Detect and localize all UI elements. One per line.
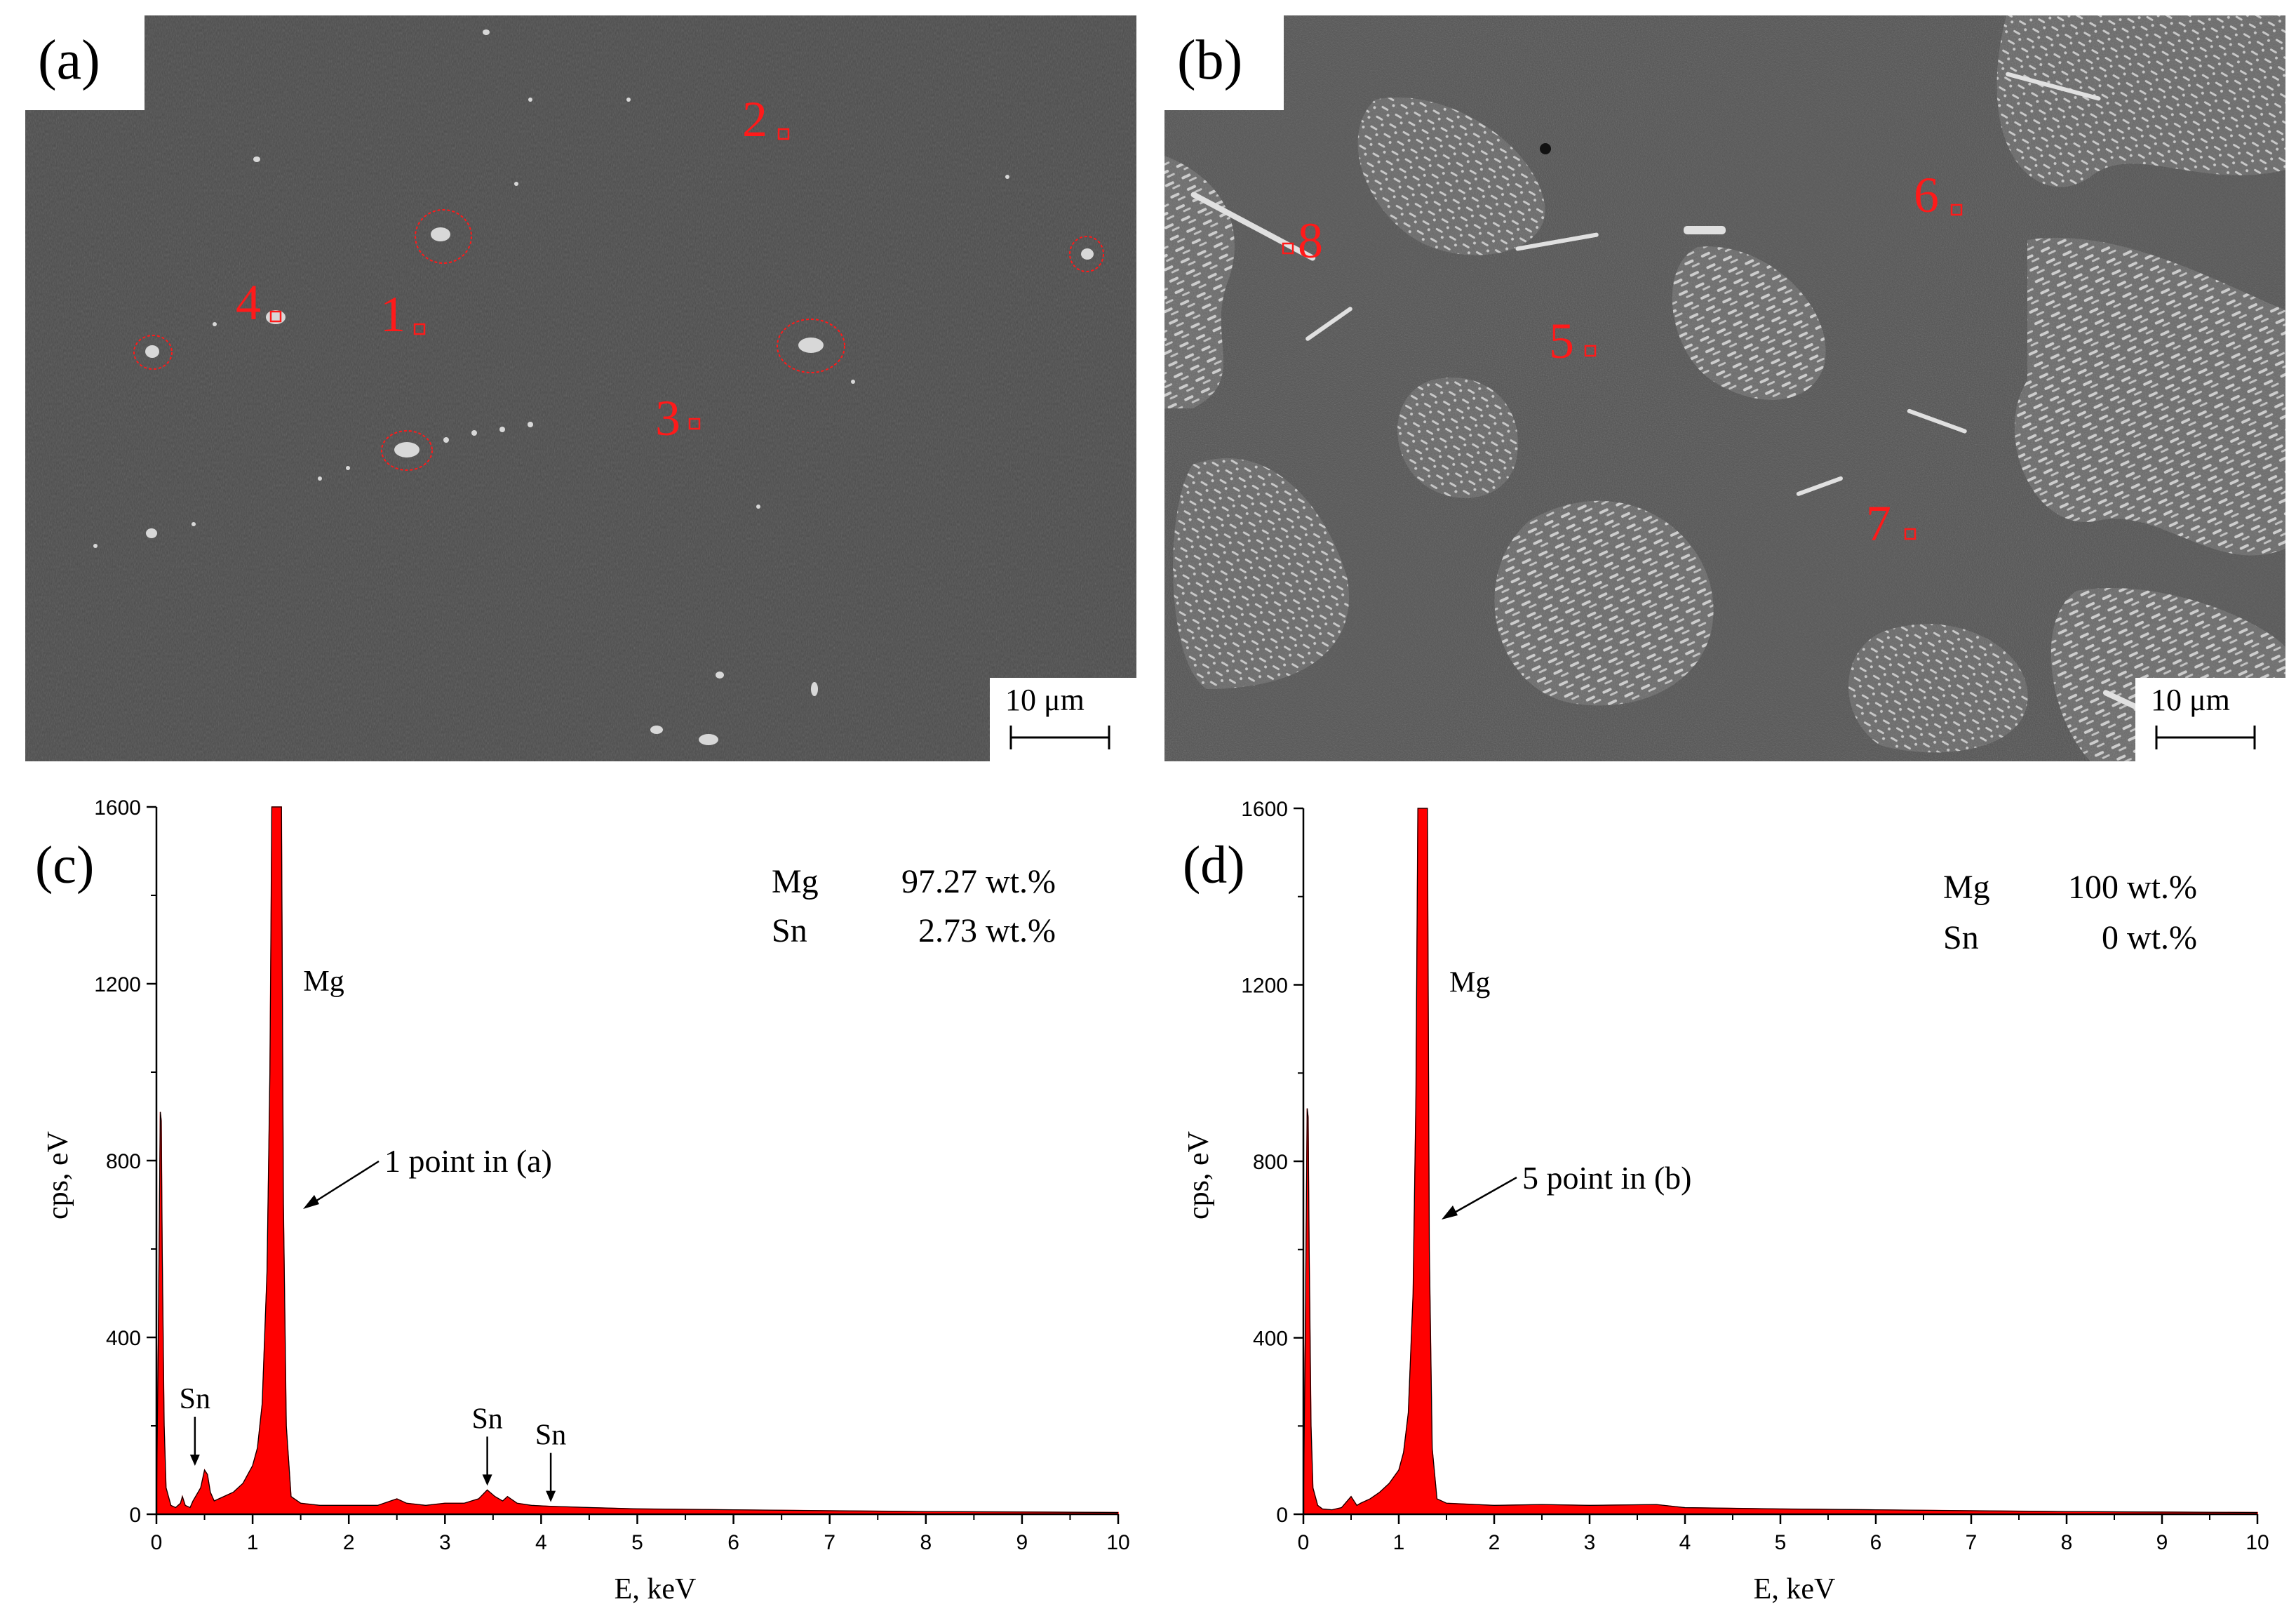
y-tick-label-c-400: 400 xyxy=(106,1327,141,1350)
x-tick-label-d-7: 7 xyxy=(1966,1531,1978,1554)
annotation-d: 5 point in (b) xyxy=(1522,1160,1691,1196)
x-tick-label-c-2: 2 xyxy=(343,1531,355,1554)
sem-texture-b: 5 6 7 8 xyxy=(1164,15,2285,761)
x-tick-label-c-5: 5 xyxy=(631,1531,643,1554)
scale-bar-label-b: 10 μm xyxy=(2151,683,2230,717)
point-label-6: 6 xyxy=(1914,167,1939,223)
point-label-1: 1 xyxy=(380,286,405,342)
x-tick-label-d-1: 1 xyxy=(1393,1531,1405,1554)
point-label-7: 7 xyxy=(1866,495,1891,552)
eds-chart-c: (c) cps, eV E, keV Mg 97.27 wt.% Sn 2.73… xyxy=(0,772,1150,1623)
annotation-arrow-c xyxy=(311,1160,380,1205)
eds-chart-d-svg: (d) cps, eV E, keV Mg 100 wt.% Sn 0 wt.%… xyxy=(1183,798,2269,1605)
eds-chart-d: (d) cps, eV E, keV Mg 100 wt.% Sn 0 wt.%… xyxy=(1150,772,2296,1623)
scale-bar-label-a: 10 μm xyxy=(1005,683,1085,717)
x-tick-label-d-10: 10 xyxy=(2245,1531,2269,1554)
y-axis-title-c: cps, eV xyxy=(42,1131,74,1220)
y-tick-label-d-400: 400 xyxy=(1253,1328,1288,1351)
comp-element-c-0: Mg xyxy=(772,863,819,900)
comp-element-d-0: Mg xyxy=(1943,869,1990,906)
panel-label-a: (a) xyxy=(38,29,100,91)
panel-label-box-a: (a) xyxy=(25,15,145,110)
comp-value-d-1: 0 wt.% xyxy=(2102,919,2197,956)
y-tick-label-c-0: 0 xyxy=(129,1504,141,1527)
comp-element-c-1: Sn xyxy=(772,912,807,949)
point-markers-a xyxy=(269,128,790,430)
peak-label-c-sn-3: Sn xyxy=(535,1420,566,1452)
peak-arrowhead-c-2 xyxy=(482,1474,492,1486)
panel-label-d: (d) xyxy=(1183,836,1245,895)
scale-bar-a: 10 μm xyxy=(990,678,1136,761)
x-tick-label-c-1: 1 xyxy=(247,1531,259,1554)
x-tick-label-d-9: 9 xyxy=(2156,1531,2168,1554)
point-label-3: 3 xyxy=(655,390,680,446)
point-label-2: 2 xyxy=(742,91,767,147)
x-tick-label-c-7: 7 xyxy=(824,1531,835,1554)
peak-label-c-mg: Mg xyxy=(303,966,344,998)
annotation-c: 1 point in (a) xyxy=(384,1143,552,1179)
point-label-5: 5 xyxy=(1549,313,1574,369)
annotation-arrowhead-d xyxy=(1442,1205,1458,1220)
point-label-4: 4 xyxy=(236,274,261,330)
y-tick-label-d-800: 800 xyxy=(1253,1151,1288,1174)
scale-bar-b: 10 μm xyxy=(2135,678,2285,761)
peak-arrowhead-c-1 xyxy=(189,1455,200,1466)
point-label-8: 8 xyxy=(1298,213,1323,269)
x-tick-label-c-6: 6 xyxy=(727,1531,739,1554)
y-tick-label-d-1600: 1600 xyxy=(1241,798,1288,821)
annotation-arrow-d xyxy=(1451,1176,1517,1215)
x-axis-title-d: E, keV xyxy=(1754,1573,1836,1605)
x-tick-label-c-9: 9 xyxy=(1016,1531,1028,1554)
x-tick-label-d-8: 8 xyxy=(2061,1531,2073,1554)
sem-image-b: 5 6 7 8 (b) 10 μm xyxy=(1164,15,2285,761)
y-tick-label-c-1600: 1600 xyxy=(94,796,141,820)
peak-arrowhead-c-3 xyxy=(546,1490,556,1502)
y-axis-title-d: cps, eV xyxy=(1183,1131,1215,1220)
sem-image-a: 1 2 3 4 (a) 10 μm xyxy=(25,15,1136,761)
panel-label-b: (b) xyxy=(1177,29,1243,91)
x-tick-label-c-3: 3 xyxy=(439,1531,451,1554)
spectrum-line-c xyxy=(156,806,1119,1515)
x-tick-label-d-0: 0 xyxy=(1298,1531,1310,1554)
peak-label-c-sn-2: Sn xyxy=(471,1403,502,1435)
x-tick-label-c-4: 4 xyxy=(535,1531,547,1554)
particle-circles-a xyxy=(133,209,1104,471)
y-tick-label-c-800: 800 xyxy=(106,1150,141,1173)
x-tick-label-c-10: 10 xyxy=(1106,1531,1129,1554)
x-tick-label-d-6: 6 xyxy=(1870,1531,1882,1554)
panel-label-box-b: (b) xyxy=(1164,15,1284,110)
x-tick-label-c-0: 0 xyxy=(151,1531,163,1554)
x-tick-label-d-3: 3 xyxy=(1584,1531,1596,1554)
x-tick-label-d-5: 5 xyxy=(1775,1531,1787,1554)
x-tick-label-c-8: 8 xyxy=(920,1531,932,1554)
y-tick-label-d-0: 0 xyxy=(1276,1504,1288,1527)
spectrum-line-d xyxy=(1303,808,2258,1515)
x-tick-label-d-4: 4 xyxy=(1679,1531,1691,1554)
x-tick-label-d-2: 2 xyxy=(1489,1531,1501,1554)
comp-value-c-0: 97.27 wt.% xyxy=(901,863,1056,900)
panel-label-c: (c) xyxy=(35,836,94,895)
y-tick-label-c-1200: 1200 xyxy=(94,973,141,996)
comp-value-d-0: 100 wt.% xyxy=(2068,869,2197,906)
peak-label-d-mg: Mg xyxy=(1449,967,1490,999)
peak-label-c-sn-1: Sn xyxy=(180,1383,210,1415)
eds-chart-c-svg: (c) cps, eV E, keV Mg 97.27 wt.% Sn 2.73… xyxy=(35,796,1130,1605)
comp-value-c-1: 2.73 wt.% xyxy=(918,912,1056,949)
comp-element-d-1: Sn xyxy=(1943,919,1979,956)
y-tick-label-d-1200: 1200 xyxy=(1241,975,1288,998)
annotation-arrowhead-c xyxy=(303,1195,319,1209)
point-markers-b xyxy=(1282,203,1963,540)
sem-texture-a: 1 2 3 4 xyxy=(25,15,1136,761)
spectrum-area-d xyxy=(1303,808,2258,1515)
x-axis-title-c: E, keV xyxy=(615,1573,697,1605)
